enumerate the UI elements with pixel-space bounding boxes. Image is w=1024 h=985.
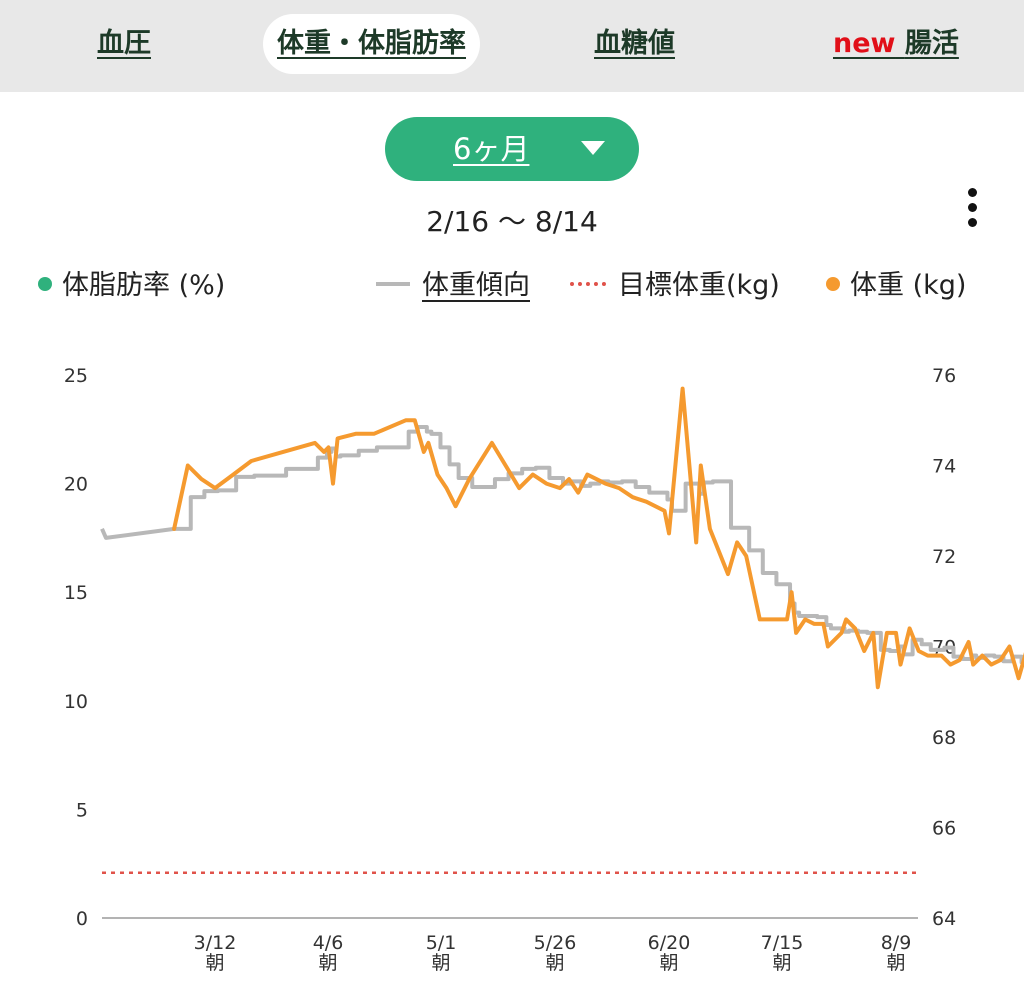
y-right-tick-label: 74 <box>932 456 956 478</box>
x-tick-label: 5/1 <box>426 932 457 954</box>
tab-bar: 血圧 体重・体脂肪率 血糖値 new 腸活 <box>0 0 1024 92</box>
trend-line-icon <box>376 281 410 286</box>
x-tick-sublabel: 朝 <box>205 952 224 974</box>
tab-weight-body-fat[interactable]: 体重・体脂肪率 <box>263 14 480 74</box>
menu-dot <box>968 203 977 212</box>
legend-trend[interactable]: 体重傾向 <box>376 266 530 306</box>
y-left-tick-label: 15 <box>64 582 88 604</box>
legend-body-fat[interactable]: 体脂肪率 (%) <box>38 266 225 306</box>
y-right-tick-label: 76 <box>932 365 956 387</box>
menu-dot <box>968 218 977 227</box>
target-dotted-line-icon <box>570 281 606 286</box>
date-range: 2/16 〜 8/14 <box>426 205 598 238</box>
weight-trend-line <box>100 425 1024 665</box>
x-tick-label: 8/9 <box>881 932 912 954</box>
tab-blood-glucose[interactable]: 血糖値 <box>594 28 675 59</box>
legend-target-label: 目標体重(kg) <box>618 270 780 301</box>
x-tick-sublabel: 朝 <box>431 952 450 974</box>
x-tick-sublabel: 朝 <box>886 952 905 974</box>
x-tick-label: 5/26 <box>534 932 577 954</box>
x-tick-sublabel: 朝 <box>772 952 791 974</box>
caret-down-icon <box>581 141 605 155</box>
period-label: 6ヶ月 <box>453 132 530 166</box>
y-right-tick-label: 68 <box>932 727 956 749</box>
tab-blood-pressure[interactable]: 血圧 <box>97 28 151 59</box>
weight-dot-icon <box>826 276 840 291</box>
weight-series-line <box>172 386 1024 690</box>
x-tick-label: 3/12 <box>194 932 237 954</box>
x-tick-sublabel: 朝 <box>318 952 337 974</box>
y-right-tick-label: 66 <box>932 818 956 840</box>
y-left-tick-label: 5 <box>76 799 88 821</box>
y-left-tick-label: 20 <box>64 474 88 496</box>
menu-dot <box>968 188 977 197</box>
x-tick-label: 7/15 <box>761 932 804 954</box>
y-left-tick-label: 25 <box>64 365 88 387</box>
period-dropdown[interactable]: 6ヶ月 <box>385 117 639 181</box>
tab-gut-health[interactable]: new 腸活 <box>833 14 959 74</box>
legend-weight[interactable]: 体重 (kg) <box>826 266 966 306</box>
legend-target[interactable]: 目標体重(kg) <box>570 266 780 306</box>
legend-body-fat-label: 体脂肪率 (%) <box>62 270 226 301</box>
y-right-tick-label: 72 <box>932 546 956 568</box>
x-tick-sublabel: 朝 <box>659 952 678 974</box>
legend-trend-label: 体重傾向 <box>422 270 530 301</box>
legend-weight-label: 体重 (kg) <box>850 270 967 301</box>
more-vertical-icon[interactable] <box>958 186 988 230</box>
body-fat-dot-icon <box>38 276 52 291</box>
x-tick-label: 6/20 <box>648 932 691 954</box>
y-right-tick-label: 64 <box>932 908 956 930</box>
y-left-tick-label: 0 <box>76 908 88 930</box>
new-badge: new <box>833 28 896 59</box>
tab-gut-health-label: 腸活 <box>904 28 959 59</box>
x-tick-sublabel: 朝 <box>545 952 564 974</box>
y-left-tick-label: 10 <box>64 691 88 713</box>
x-tick-label: 4/6 <box>313 932 344 954</box>
